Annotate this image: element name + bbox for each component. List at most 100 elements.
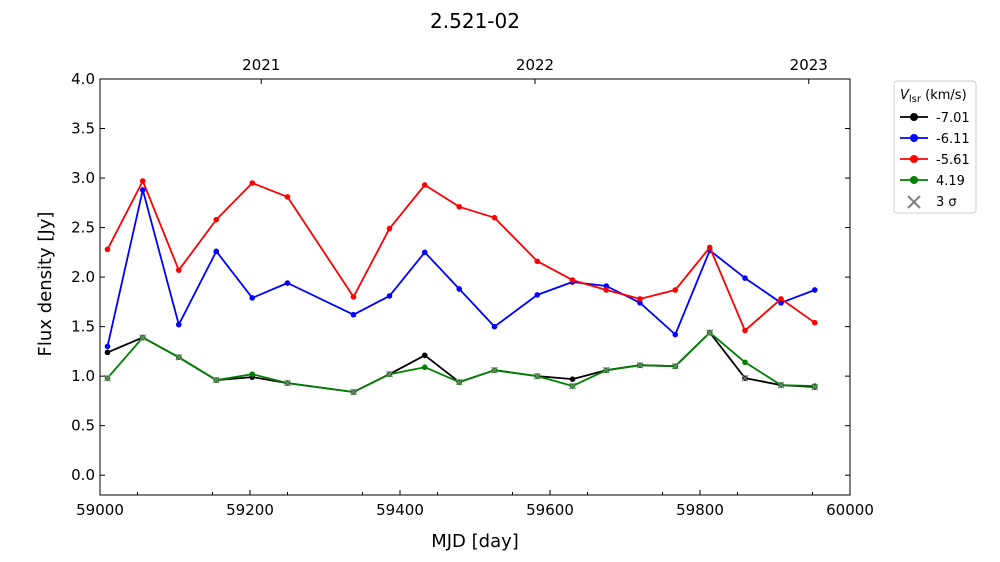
sigma-marker-stroke — [811, 383, 819, 391]
x-tick-label: 60000 — [826, 501, 874, 519]
data-point — [421, 182, 428, 188]
data-point — [456, 286, 463, 292]
legend-title-sub: lsr — [909, 94, 922, 105]
data-point — [104, 343, 111, 350]
legend-marker — [910, 155, 918, 163]
data-point — [104, 246, 111, 253]
sigma-marker-stroke — [350, 388, 357, 396]
sigma-marker — [491, 366, 498, 374]
legend-label: -5.61 — [936, 153, 970, 168]
legend-label: -7.01 — [936, 111, 970, 126]
legend-sigma-marker — [907, 195, 921, 209]
data-point — [637, 296, 643, 302]
data-point — [139, 178, 146, 184]
sigma-marker — [212, 376, 220, 384]
x-tick-label: 59800 — [676, 501, 724, 519]
data-point — [284, 280, 291, 286]
sigma-marker — [569, 382, 576, 390]
data-point — [742, 327, 748, 334]
sigma-marker-stroke — [104, 374, 111, 382]
data-point — [742, 275, 748, 281]
data-point — [672, 287, 679, 293]
sigma-marker — [706, 329, 714, 336]
top-year-label: 2022 — [516, 56, 554, 74]
legend-title-unit: (km/s) — [921, 88, 967, 103]
top-year-label: 2023 — [790, 56, 828, 74]
sigma-marker — [741, 374, 749, 382]
sigma-marker-stroke — [212, 376, 220, 384]
y-tick-label: 0.5 — [71, 417, 95, 435]
x-axis-title: MJD [day] — [431, 531, 519, 552]
data-point — [569, 376, 576, 382]
y-axis-title: Flux density [Jy] — [35, 212, 56, 357]
data-point — [139, 187, 146, 193]
data-point — [350, 294, 357, 300]
x-tick-label: 59000 — [76, 501, 124, 519]
data-point — [491, 323, 498, 330]
sigma-marker-stroke — [636, 361, 644, 369]
legend-marker — [910, 134, 918, 142]
legend-title-main: V — [900, 88, 910, 103]
legend-entry-sigma: 3 σ — [907, 195, 957, 210]
y-tick-label: 3.5 — [71, 120, 95, 138]
y-tick-label: 3.0 — [71, 169, 95, 187]
sigma-marker-stroke — [741, 374, 749, 382]
data-point — [811, 287, 818, 293]
data-point — [249, 295, 256, 301]
data-point — [175, 321, 182, 328]
sigma-marker — [455, 378, 463, 386]
legend-entry: -7.01 — [900, 111, 970, 126]
sigma-marker-stroke — [569, 382, 576, 390]
sigma-marker-stroke — [139, 334, 147, 341]
legend-label: -6.11 — [936, 132, 970, 147]
series-line — [106, 180, 816, 332]
sigma-marker-stroke — [455, 378, 463, 386]
chart-title: 2.521-02 — [430, 9, 520, 33]
y-tick-label: 1.0 — [71, 367, 95, 385]
data-point — [249, 371, 256, 377]
axes: 59000 59200 59400 59600 59800 60000 0.0 0.5 1.0 1… — [71, 56, 874, 519]
top-year-label: 2021 — [242, 56, 280, 74]
data-point — [603, 283, 610, 289]
sigma-marker — [602, 366, 610, 374]
legend-entries: -7.01 -6.11 -5.61 4.19 — [900, 111, 970, 189]
y-tick-label: 2.5 — [71, 219, 95, 237]
plot-area — [104, 178, 819, 396]
data-point — [569, 277, 576, 283]
sigma-marker — [175, 353, 183, 361]
data-point — [811, 383, 818, 389]
legend-label: 4.19 — [936, 174, 965, 189]
legend-marker — [910, 113, 918, 121]
data-point — [421, 364, 428, 371]
sigma-marker — [777, 381, 785, 389]
data-point — [213, 216, 220, 223]
sigma-marker-stroke — [175, 353, 183, 361]
legend-title: Vlsr (km/s) — [900, 88, 967, 105]
sigma-marker-stroke — [671, 362, 679, 370]
sigma-marker — [533, 372, 541, 380]
legend: Vlsr (km/s) -7.01 -6.11 -5.61 4.19 3 σ — [893, 80, 977, 214]
legend-entry: -5.61 — [900, 153, 970, 168]
sigma-marker-stroke — [706, 329, 714, 336]
sigma-marker-stroke — [491, 366, 498, 374]
x-tick-label: 59400 — [376, 501, 424, 519]
data-point — [421, 352, 428, 359]
legend-entry: 4.19 — [900, 174, 965, 189]
legend-entry: -6.11 — [900, 132, 970, 147]
data-point — [284, 194, 291, 200]
legend-label-sigma: 3 σ — [936, 195, 957, 210]
y-tick-label: 0.0 — [71, 466, 95, 484]
sigma-marker-stroke — [777, 381, 785, 389]
data-point — [672, 331, 679, 338]
y-tick-label: 4.0 — [71, 70, 95, 88]
sigma-marker-stroke — [533, 372, 541, 380]
data-point — [104, 349, 111, 356]
data-point — [213, 248, 220, 255]
series-line — [106, 331, 815, 393]
data-point — [603, 287, 610, 293]
sigma-marker — [636, 361, 644, 369]
data-point — [811, 319, 818, 326]
data-point — [386, 225, 393, 232]
series-line — [106, 188, 816, 347]
